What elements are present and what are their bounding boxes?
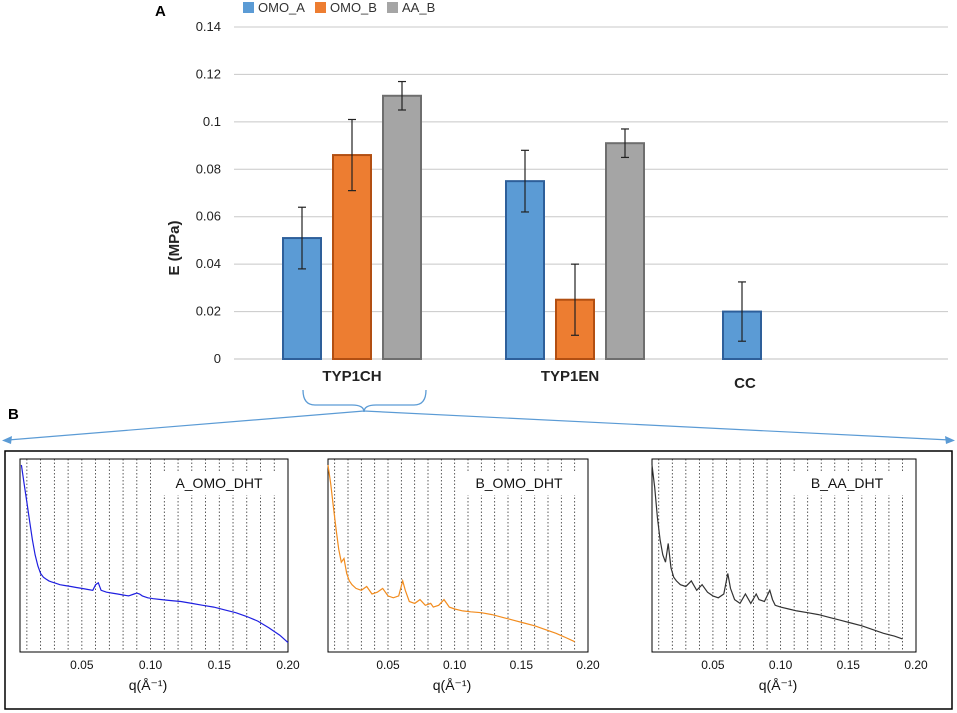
- legend-label: OMO_B: [330, 0, 377, 15]
- legend-item: OMO_B: [315, 0, 377, 15]
- inset-x-tick: 0.20: [576, 658, 600, 672]
- inset-x-tick: 0.05: [701, 658, 725, 672]
- inset-x-tick: 0.15: [208, 658, 232, 672]
- inset-curve: [20, 464, 289, 644]
- bar-categories: TYP1CH TYP1EN CC: [322, 368, 756, 392]
- y-tick-label: 0.14: [196, 19, 221, 34]
- bar-y-ticks: 0 0.02 0.04 0.06 0.08 0.1 0.12 0.14: [196, 19, 221, 366]
- category-label: CC: [734, 375, 756, 392]
- inset-x-tick: 0.10: [443, 658, 467, 672]
- inset-x-tick: 0.10: [769, 658, 793, 672]
- inset-curve: [651, 464, 903, 640]
- inset-x-label: q(Å⁻¹): [433, 677, 472, 693]
- legend-label: AA_B: [402, 0, 435, 15]
- legend-item: AA_B: [387, 0, 435, 15]
- error-bar: [621, 128, 629, 159]
- inset-x-tick: 0.20: [276, 658, 300, 672]
- inset-title: A_OMO_DHT: [160, 471, 278, 495]
- inset-title: B_OMO_DHT: [460, 471, 578, 495]
- inset-frame: [19, 458, 289, 653]
- arrowhead-right: [945, 436, 955, 444]
- inset-x-tick: 0.20: [904, 658, 928, 672]
- inset-b-omo-dht: B_OMO_DHT 0.05 0.10 0.15 0.20 q(Å⁻¹): [327, 458, 600, 693]
- legend-swatch: [243, 2, 254, 13]
- error-bar: [571, 263, 579, 336]
- category-label: TYP1CH: [322, 368, 381, 385]
- inset-x-tick: 0.15: [510, 658, 534, 672]
- panel-a-label: A: [155, 3, 166, 20]
- connector-left: [7, 410, 365, 441]
- category-label: TYP1EN: [541, 368, 599, 385]
- panel-b-label: B: [8, 406, 19, 423]
- error-bar: [738, 281, 746, 342]
- y-axis-title: E (MPa): [166, 220, 183, 275]
- legend: OMO_A OMO_B AA_B: [243, 0, 435, 15]
- bar-chart: 0 0.02 0.04 0.06 0.08 0.1 0.12 0.14 TYP1CH TYP1E…: [166, 0, 948, 392]
- y-tick-label: 0.06: [196, 209, 221, 224]
- legend-label: OMO_A: [258, 0, 305, 15]
- inset-frame: [327, 458, 589, 653]
- connector-lines: [2, 389, 955, 444]
- y-tick-label: 0.08: [196, 161, 221, 176]
- legend-swatch: [387, 2, 398, 13]
- typ1ch-bracket: [302, 389, 427, 413]
- svg-text:B_OMO_DHT: B_OMO_DHT: [475, 475, 563, 491]
- inset-x-label: q(Å⁻¹): [129, 677, 168, 693]
- error-bar: [398, 80, 406, 111]
- y-tick-label: 0.12: [196, 66, 221, 81]
- legend-swatch: [315, 2, 326, 13]
- inset-x-tick: 0.15: [837, 658, 861, 672]
- error-bar: [348, 118, 356, 192]
- y-tick-label: 0.02: [196, 304, 221, 319]
- svg-text:A_OMO_DHT: A_OMO_DHT: [175, 475, 263, 491]
- bar-aa-b-typ1en: [605, 142, 645, 360]
- inset-b-aa-dht: B_AA_DHT 0.05 0.10 0.15 0.20 q(Å⁻¹): [651, 458, 928, 693]
- svg-text:B_AA_DHT: B_AA_DHT: [811, 475, 884, 491]
- inset-frame: [651, 458, 917, 653]
- legend-item: OMO_A: [243, 0, 305, 15]
- inset-title: B_AA_DHT: [788, 471, 906, 495]
- arrowhead-left: [2, 436, 12, 444]
- inset-x-tick: 0.05: [70, 658, 94, 672]
- y-tick-label: 0.04: [196, 256, 221, 271]
- y-tick-label: 0.1: [203, 114, 221, 129]
- panel-b-frame: [4, 450, 953, 710]
- inset-curve: [327, 464, 575, 643]
- inset-x-label: q(Å⁻¹): [759, 677, 798, 693]
- inset-a-omo-dht: A_OMO_DHT 0.05 0.10 0.15 0.20 q(Å⁻¹): [19, 458, 300, 693]
- connector-right: [363, 410, 951, 441]
- y-tick-label: 0: [214, 351, 221, 366]
- error-bar: [521, 149, 529, 213]
- bar-series: [282, 80, 762, 361]
- inset-x-tick: 0.05: [376, 658, 400, 672]
- error-bar: [298, 206, 306, 270]
- inset-x-tick: 0.10: [139, 658, 163, 672]
- bar-aa-b-typ1ch: [382, 94, 422, 361]
